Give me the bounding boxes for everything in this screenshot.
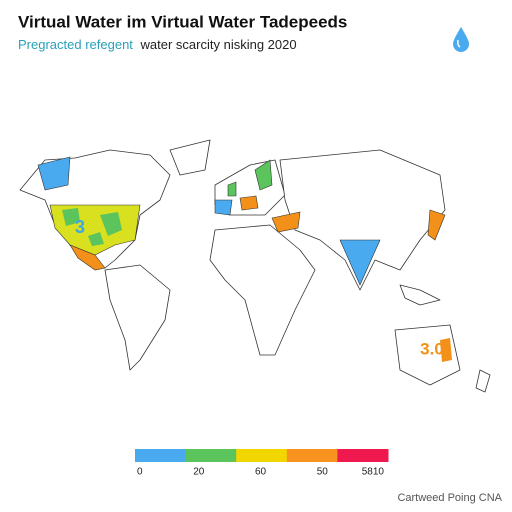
legend-label: 50 xyxy=(317,467,329,478)
usa-regions xyxy=(62,208,122,246)
map-label: 3.0 xyxy=(420,339,444,358)
africa xyxy=(209,224,316,356)
indonesia xyxy=(399,284,441,306)
subtitle-highlight: Pregracted refegent xyxy=(18,37,133,52)
uk xyxy=(227,181,237,197)
drop-highlight xyxy=(457,39,461,48)
legend-swatch xyxy=(185,449,237,462)
new-zealand xyxy=(475,369,491,393)
world-map: 3 3.0 xyxy=(19,139,491,393)
footer: Cartweed Poing CNA xyxy=(397,492,502,504)
greenland xyxy=(169,139,211,176)
scandinavia xyxy=(254,159,273,191)
legend-swatch xyxy=(337,449,389,462)
legend: 0 20 60 50 5810 xyxy=(135,449,389,478)
legend-swatch xyxy=(135,449,187,462)
south-america xyxy=(104,264,171,371)
map-label: 3 xyxy=(75,217,85,237)
asia xyxy=(279,149,446,291)
france xyxy=(239,195,259,211)
legend-swatch xyxy=(286,449,338,462)
australia-region xyxy=(440,338,452,362)
legend-label: 0 xyxy=(137,467,143,478)
mexico xyxy=(69,244,106,271)
spain xyxy=(214,199,233,216)
turkey xyxy=(271,211,301,233)
water-drop-icon xyxy=(453,27,469,52)
legend-label: 20 xyxy=(193,467,205,478)
title: Virtual Water im Virtual Water Tadepeeds xyxy=(18,12,347,31)
japan xyxy=(427,209,446,241)
legend-label: 60 xyxy=(255,467,267,478)
india xyxy=(339,239,381,286)
subtitle: Pregracted refegent water scarcity niski… xyxy=(18,37,297,52)
legend-swatch xyxy=(236,449,288,462)
legend-label: 5810 xyxy=(362,467,385,478)
subtitle-rest: water scarcity nisking 2020 xyxy=(140,37,297,52)
alaska xyxy=(37,156,71,191)
